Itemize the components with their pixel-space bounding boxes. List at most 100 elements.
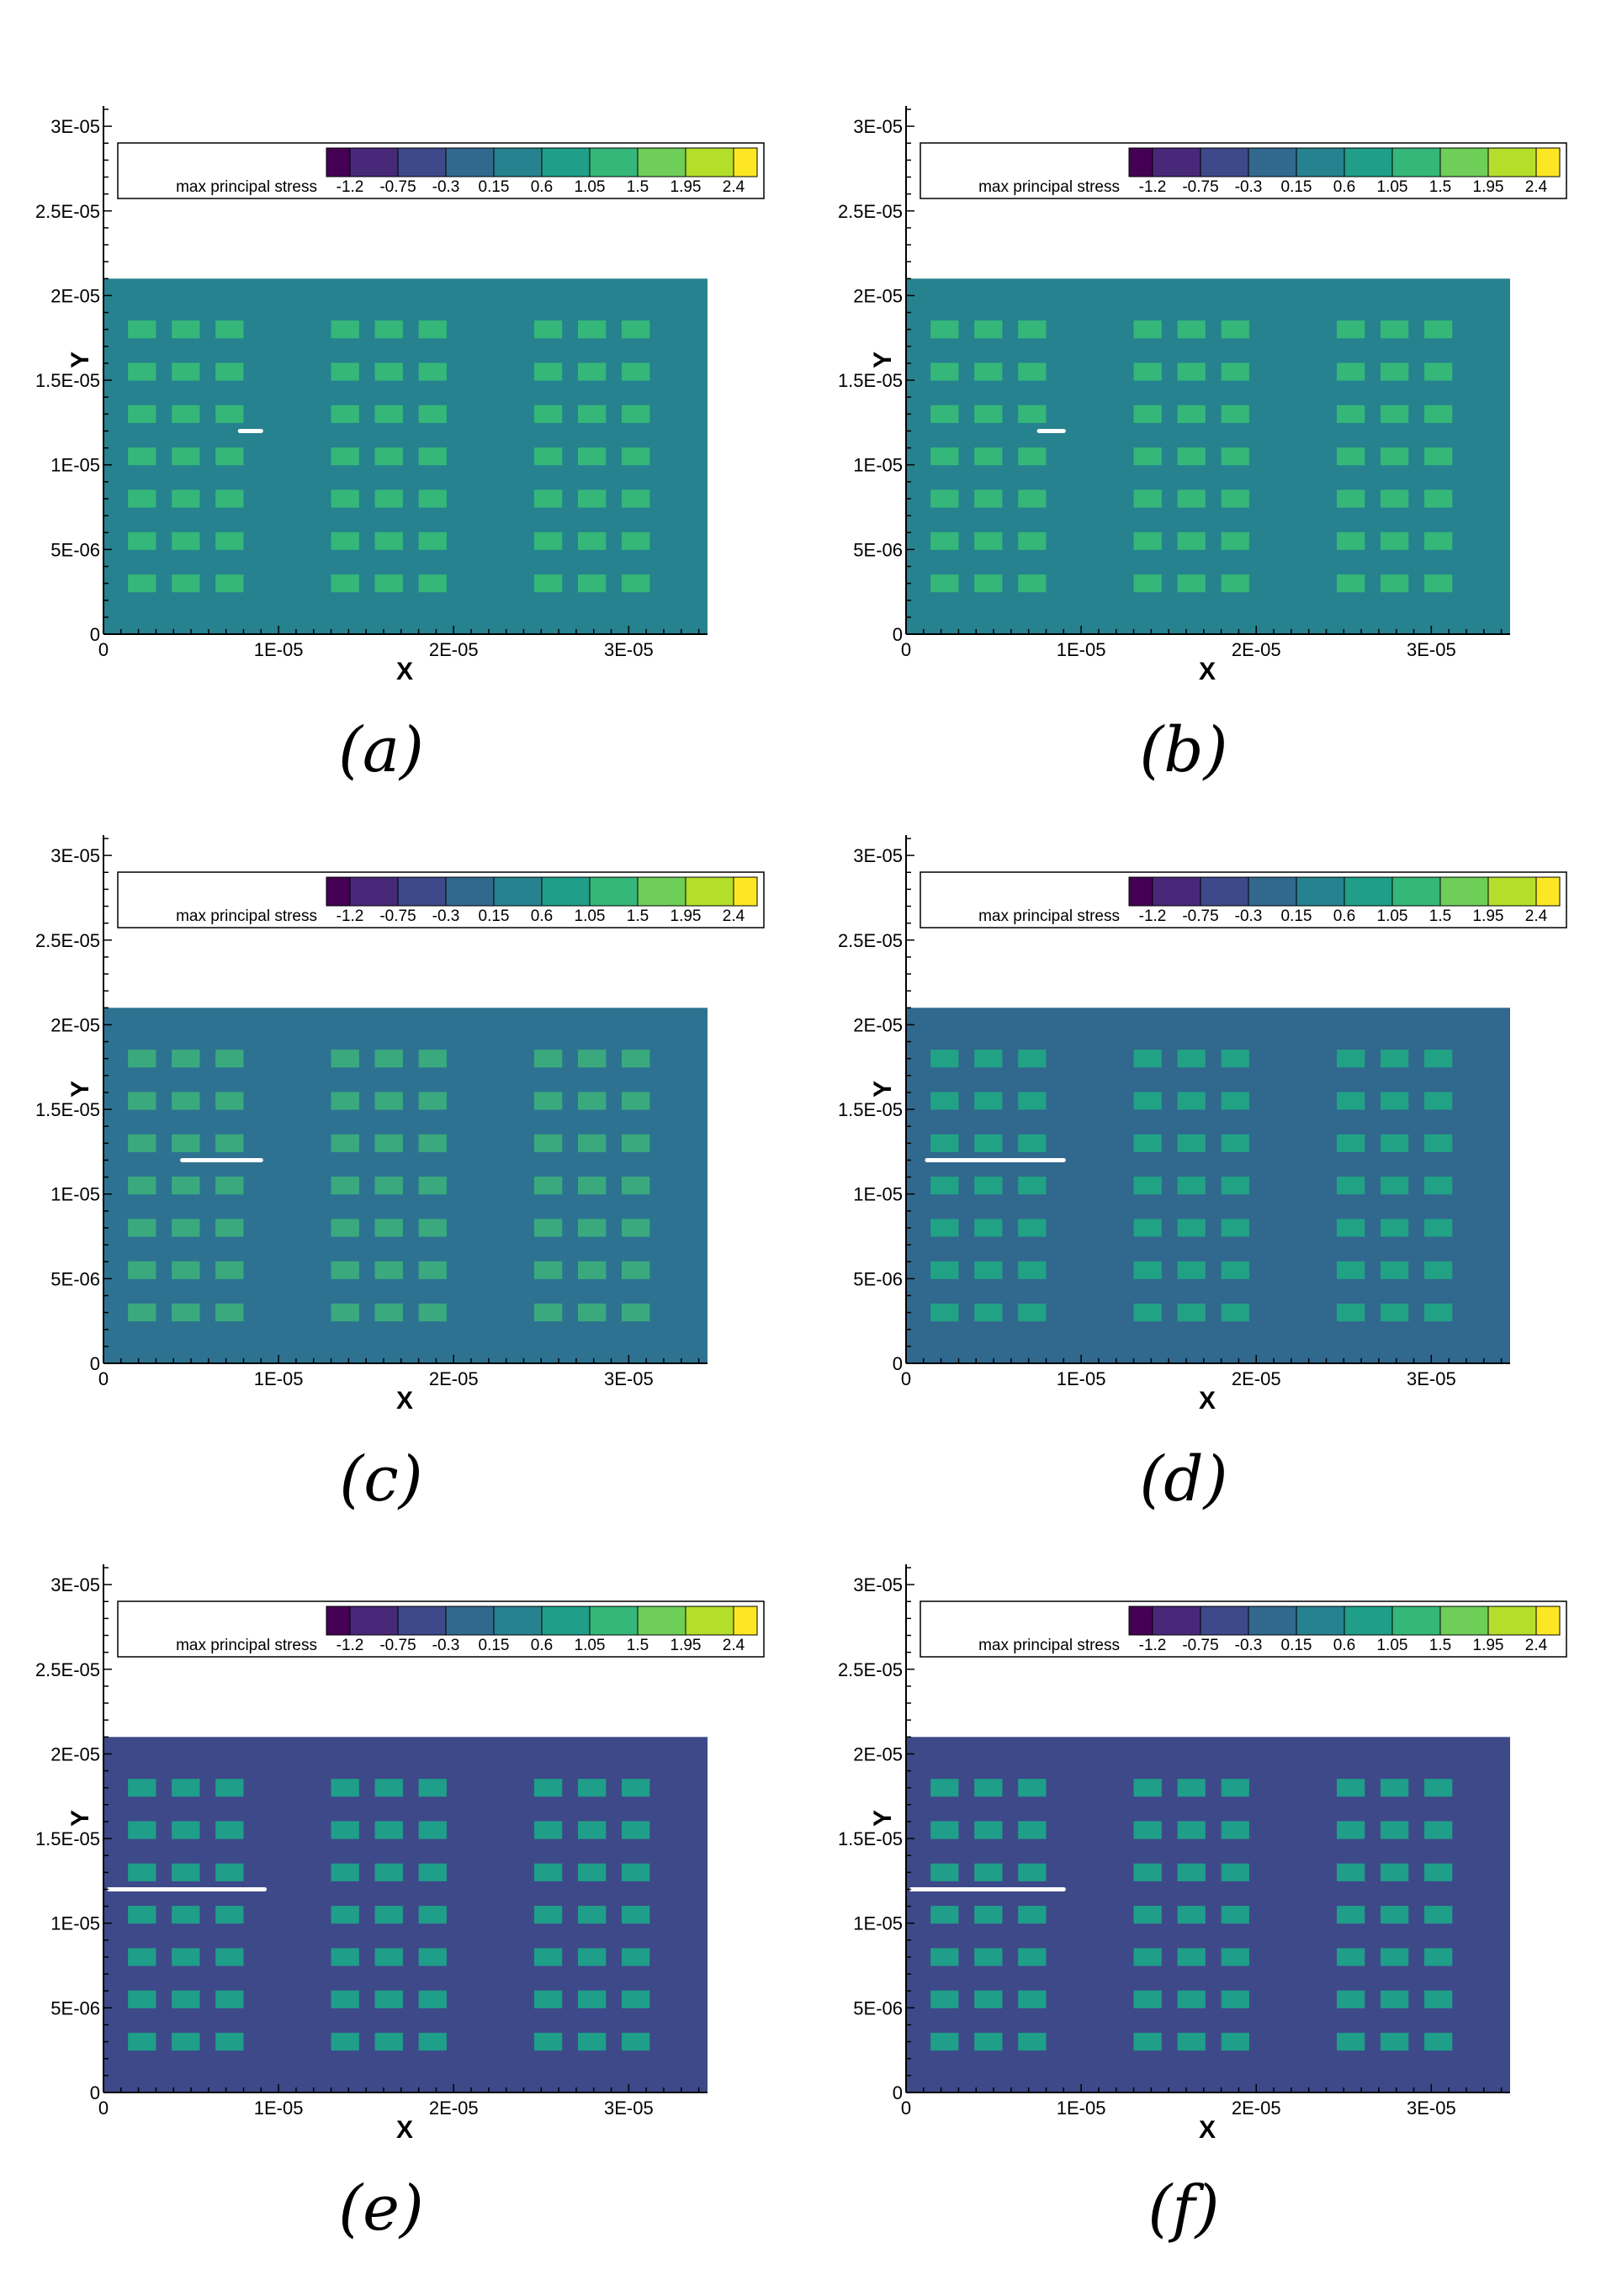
- stress-pad: [1133, 489, 1162, 508]
- stress-pad: [1018, 2033, 1047, 2051]
- stress-pad: [533, 1092, 563, 1110]
- stress-pad: [172, 532, 200, 550]
- stress-pad: [1177, 574, 1206, 593]
- stress-pad: [374, 574, 403, 593]
- stress-pad: [930, 1134, 959, 1152]
- stress-pad: [418, 1261, 447, 1279]
- colorbar-segment: [589, 876, 639, 907]
- stress-pad: [128, 1092, 156, 1110]
- stress-pad: [128, 574, 156, 593]
- x-tick-label: 0: [901, 1368, 911, 1389]
- stress-pad: [1133, 1092, 1162, 1110]
- legend-title: max principal stress: [978, 907, 1120, 925]
- stress-pad: [1380, 1304, 1409, 1322]
- stress-pad: [215, 1821, 244, 1839]
- y-tick-label: 3E-05: [853, 116, 903, 137]
- stress-pad: [533, 320, 563, 339]
- stress-pad: [172, 1990, 200, 2008]
- stress-pad: [622, 1990, 650, 2008]
- stress-pad: [930, 1906, 959, 1924]
- stress-pad: [374, 1177, 403, 1195]
- stress-pad: [418, 1821, 447, 1839]
- legend-level-label: 1.5: [1429, 178, 1451, 196]
- stress-pad: [930, 1779, 959, 1797]
- stress-pad: [1424, 2033, 1453, 2051]
- legend-level-label: 1.95: [1473, 907, 1504, 925]
- stress-pad: [1221, 447, 1249, 466]
- stress-pad: [374, 1304, 403, 1322]
- x-tick-label: 3E-05: [604, 2098, 654, 2119]
- colorbar-segment: [349, 1606, 399, 1636]
- stress-pad: [533, 532, 563, 550]
- y-axis-title: Y: [66, 352, 94, 368]
- stress-pad: [215, 1177, 244, 1195]
- legend-level-label: 0.15: [1281, 907, 1312, 925]
- stress-pad: [1424, 320, 1453, 339]
- stress-pad: [1380, 1821, 1409, 1839]
- stress-pad: [1018, 1261, 1047, 1279]
- stress-pad: [1424, 532, 1453, 550]
- stress-pad: [1177, 1948, 1206, 1966]
- stress-pad: [1018, 1050, 1047, 1068]
- stress-pad: [1221, 532, 1249, 550]
- stress-pad: [533, 489, 563, 508]
- colorbar-segment: [1535, 876, 1561, 907]
- stress-pad: [128, 1779, 156, 1797]
- stress-pad: [1424, 1779, 1453, 1797]
- stress-pad: [172, 1863, 200, 1881]
- stress-pad: [533, 1134, 563, 1152]
- y-tick-label: 0: [90, 2082, 100, 2103]
- x-tick-label: 0: [98, 2098, 109, 2119]
- stress-pad: [974, 1134, 1003, 1152]
- panel-f: 0 5E-06 1E-05 1.5E-05 2E-05 2.5E-05 3E-05 0 1E-0…: [838, 1564, 1567, 2245]
- x-axis-title: X: [1199, 658, 1216, 685]
- y-axis-title: Y: [66, 1810, 94, 1827]
- stress-pad: [1177, 1261, 1206, 1279]
- legend-level-label: 0.15: [479, 178, 510, 196]
- stress-pad: [1133, 1177, 1162, 1195]
- colorbar-segment: [349, 876, 399, 907]
- stress-pad: [930, 532, 959, 550]
- stress-pad: [374, 362, 403, 381]
- y-tick-label: 1.5E-05: [35, 370, 100, 391]
- stress-pad: [331, 1948, 359, 1966]
- stress-pad: [418, 532, 447, 550]
- colorbar-segment: [1487, 147, 1537, 177]
- y-tick-label: 2.5E-05: [838, 1659, 903, 1680]
- y-tick-label: 3E-05: [50, 116, 100, 137]
- stress-pad: [374, 320, 403, 339]
- stress-pad: [172, 574, 200, 593]
- stress-pad: [331, 1863, 359, 1881]
- stress-pad: [1380, 1948, 1409, 1966]
- stress-pad: [418, 2033, 447, 2051]
- legend-level-label: -0.3: [432, 178, 460, 196]
- stress-pad: [622, 1906, 650, 1924]
- y-tick-label: 0: [893, 1353, 903, 1374]
- stress-pad: [215, 1261, 244, 1279]
- legend-title: max principal stress: [176, 1637, 317, 1654]
- stress-pad: [533, 1050, 563, 1068]
- stress-pad: [622, 532, 650, 550]
- x-tick-label: 1E-05: [254, 1368, 304, 1389]
- stress-pad: [1380, 1134, 1409, 1152]
- legend-level-label: -1.2: [337, 907, 364, 925]
- stress-pad: [1177, 362, 1206, 381]
- stress-pad: [1424, 447, 1453, 466]
- stress-pad: [622, 574, 650, 593]
- stress-pad: [622, 1261, 650, 1279]
- colorbar-segment: [1248, 147, 1297, 177]
- stress-pad: [128, 1948, 156, 1966]
- x-axis-title: X: [396, 1387, 413, 1415]
- stress-pad: [1133, 362, 1162, 381]
- stress-pad: [1018, 574, 1047, 593]
- stress-pad: [1424, 1990, 1453, 2008]
- stress-pad: [374, 1219, 403, 1237]
- colorbar-segment: [326, 1606, 351, 1636]
- stress-pad: [577, 1134, 607, 1152]
- colorbar-segment: [1344, 1606, 1393, 1636]
- stress-pad: [418, 574, 447, 593]
- stress-pad: [172, 405, 200, 423]
- stress-pad: [930, 574, 959, 593]
- stress-pad: [418, 362, 447, 381]
- x-tick-label: 3E-05: [604, 639, 654, 660]
